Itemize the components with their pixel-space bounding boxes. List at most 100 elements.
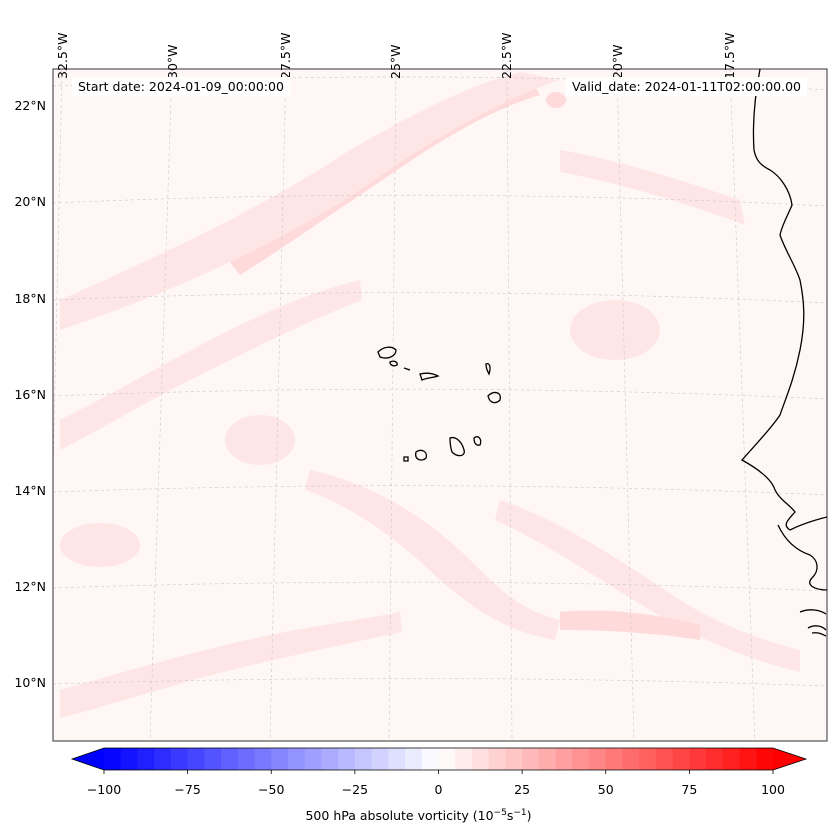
colorbar-segment [538,748,557,770]
colorbar-segment [739,748,757,770]
colorbar-segment [488,748,506,770]
colorbar-segment [154,748,172,770]
colorbar-segment [338,748,356,770]
lat-label-14n: 14°N [14,483,46,498]
vorticity-band-northwest-outer [60,72,560,330]
lon-label-22-5w: 22.5°W [499,32,514,79]
colorbar-tick-label: 75 [681,782,698,797]
colorbar-label-prefix: 500 hPa absolute vorticity (10 [305,808,494,824]
island-sao-vicente [389,360,398,367]
colorbar-segment [204,748,222,770]
colorbar-tick-label: 25 [514,782,531,797]
lat-label-10n: 10°N [14,675,46,690]
colorbar-segment [471,748,490,770]
colorbar-label-mid: s [506,808,514,824]
lon-label-25w: 25°W [388,44,403,79]
coastline-bijagos [799,609,827,637]
coastline [377,69,827,637]
colorbar-segment [104,748,122,770]
island-santo-antao [377,346,397,359]
coastline-africa-south [777,524,827,591]
gridline-lon-17-5 [729,69,756,741]
lon-label-27-5w: 27.5°W [278,32,293,79]
colorbar-segment [137,748,155,770]
colorbar-segment [706,748,724,770]
lat-label-16n: 16°N [14,387,46,402]
gridline-lat-20 [53,194,827,207]
gridline-lon-22-5 [506,69,513,741]
colorbar-segment [572,748,590,770]
vorticity-band-west [60,280,362,450]
colorbar-tick-label: 50 [597,782,614,797]
vorticity-blob-west [60,523,140,567]
colorbar-segment [689,748,707,770]
colorbar-segment [722,748,741,770]
colorbar-label: 500 hPa absolute vorticity (10−5s−1) [0,808,837,823]
vorticity-blob-mid-east [570,300,660,360]
island-santa-luzia [403,367,411,371]
colorbar-label-exp1: −5 [493,808,507,818]
colorbar-segment [555,748,573,770]
colorbar-extend-high [773,748,806,770]
lat-label-22n: 22°N [14,98,46,113]
colorbar-segment [655,748,674,770]
vorticity-field [53,69,827,741]
island-sal [485,362,491,376]
colorbar-segment [639,748,657,770]
start-date-label: Start date: 2024-01-09_00:00:00 [72,77,290,96]
island-boa-vista [487,391,501,404]
gridline-lon-32-5 [53,69,63,486]
graticule [53,69,827,741]
coastline-africa [740,69,827,531]
colorbar-segment [237,748,256,770]
gridline-lon-30 [149,69,173,741]
colorbar-segment [622,748,640,770]
colorbar-segment [354,748,373,770]
colorbar-segment [505,748,523,770]
vorticity-blob-mid-west [225,415,295,465]
colorbar-extend-low [72,748,104,770]
gridline-lat-16 [53,388,827,400]
colorbar-segment [405,748,423,770]
colorbar-tick-label: 0 [434,782,443,797]
colorbar-segment [756,748,774,770]
island-brava [403,456,409,462]
gridline-lat-10 [53,678,827,687]
colorbar-segment [271,748,289,770]
gridline-lon-20 [616,69,635,741]
colorbar-segment [254,748,272,770]
colorbar-tick-label: 100 [761,782,785,797]
colorbar-segment [388,748,406,770]
vorticity-blob-top [546,92,566,108]
lat-label-12n: 12°N [14,579,46,594]
colorbar-segment [605,748,624,770]
colorbar-segment [522,748,540,770]
vorticity-band-south [60,612,402,718]
gridline-lat-18 [53,292,827,304]
vorticity-band-east [495,500,800,672]
colorbar-segment [304,748,323,770]
lon-label-32-5w: 32.5°W [55,32,70,79]
colorbar-segment [371,748,389,770]
gridline-lon-27-5 [269,69,287,741]
vorticity-band-center [305,470,560,640]
gridline-lat-12 [53,581,827,592]
colorbar-tick-label: −50 [258,782,285,797]
colorbar-segment [421,748,440,770]
island-sao-nicolau [419,372,440,381]
colorbar-label-suffix: ) [526,808,532,824]
lon-label-17-5w: 17.5°W [722,32,737,79]
island-maio [473,436,482,446]
gridline-lat-14 [53,485,827,496]
colorbar-segment [321,748,339,770]
vorticity-band-northeast [560,150,745,225]
colorbar-tick-label: −75 [174,782,201,797]
vorticity-blob-south-east [560,610,700,640]
lon-label-30w: 30°W [165,44,180,79]
lat-label-18n: 18°N [14,291,46,306]
colorbar-segment [438,748,456,770]
island-santiago [449,436,465,457]
colorbar-segment [455,748,473,770]
colorbar [70,747,808,774]
